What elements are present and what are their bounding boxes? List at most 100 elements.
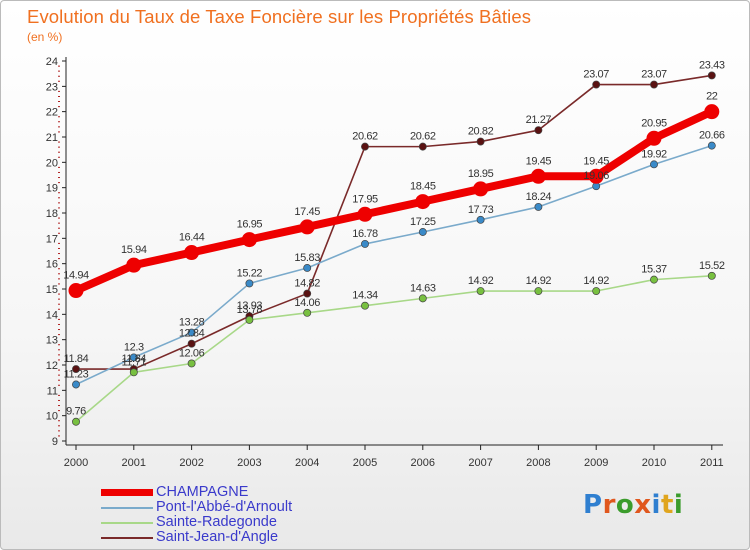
x-tick-label: 2006 <box>411 457 435 469</box>
y-tick-label: 12 <box>46 360 58 372</box>
data-label: 20.95 <box>641 117 667 129</box>
x-tick-label: 2011 <box>700 457 724 469</box>
brand-letter: P <box>583 490 603 520</box>
data-point <box>361 301 369 310</box>
data-point <box>361 239 369 248</box>
data-point <box>187 339 196 348</box>
data-point <box>592 80 601 89</box>
chart-legend: CHAMPAGNE Pont-l'Abbé-d'Arnoult Sainte-Rad… <box>101 484 361 545</box>
data-label: 17.95 <box>352 193 378 205</box>
data-point <box>129 353 138 362</box>
data-point <box>72 417 80 426</box>
data-point <box>303 264 312 272</box>
brand-logo: Proxiti <box>583 490 683 520</box>
data-label: 22 <box>706 91 718 103</box>
data-point <box>303 308 312 317</box>
data-point <box>473 181 489 197</box>
data-point <box>187 328 196 337</box>
data-label: 16.95 <box>237 219 263 231</box>
legend-swatch <box>101 522 153 524</box>
data-label: 20.62 <box>352 131 378 143</box>
data-label: 18.24 <box>526 191 552 203</box>
data-label: 15.94 <box>121 244 147 256</box>
y-tick-label: 14 <box>46 309 58 321</box>
data-label: 12.3 <box>124 341 144 353</box>
chart-unit-label: (en %) <box>27 30 63 44</box>
brand-letter: x <box>634 490 652 520</box>
data-label: 17.25 <box>410 216 436 228</box>
data-point <box>476 137 485 146</box>
legend-swatch <box>101 537 153 539</box>
y-tick-label: 24 <box>46 56 58 68</box>
data-point <box>534 202 543 211</box>
data-label: 13.28 <box>179 317 205 329</box>
data-point <box>245 279 254 288</box>
y-tick-label: 20 <box>46 157 58 169</box>
brand-letter: i <box>651 490 661 520</box>
brand-letter: r <box>602 490 616 520</box>
x-tick-label: 2004 <box>295 457 319 469</box>
x-tick-label: 2000 <box>64 457 88 469</box>
data-label: 14.06 <box>294 297 320 309</box>
data-label: 23.43 <box>699 59 725 71</box>
data-point <box>704 104 720 120</box>
data-label: 20.82 <box>468 126 494 138</box>
x-tick-label: 2002 <box>179 457 203 469</box>
y-tick-label: 22 <box>46 107 58 119</box>
legend-label: CHAMPAGNE <box>156 484 249 500</box>
data-point <box>476 215 485 224</box>
data-label: 11.23 <box>64 369 89 381</box>
data-label: 11.84 <box>121 353 146 365</box>
data-point <box>476 287 485 295</box>
data-point <box>534 287 543 295</box>
data-label: 16.78 <box>352 228 378 240</box>
x-tick-label: 2001 <box>122 457 146 469</box>
data-label: 19.45 <box>526 155 552 167</box>
data-point <box>418 228 427 236</box>
data-point <box>588 168 604 184</box>
legend-item: CHAMPAGNE <box>101 484 361 500</box>
data-label: 12.84 <box>179 328 205 340</box>
series-line <box>75 144 713 386</box>
data-point <box>299 219 315 235</box>
data-point <box>707 141 716 150</box>
data-label: 15.22 <box>237 267 263 279</box>
data-point <box>126 257 142 273</box>
y-tick-label: 16 <box>46 259 58 271</box>
legend-swatch <box>101 507 153 509</box>
data-label: 11.84 <box>64 353 89 365</box>
data-label: 13.93 <box>237 300 263 312</box>
data-label: 12.06 <box>179 347 205 359</box>
data-point <box>418 142 427 151</box>
x-tick-label: 2008 <box>526 457 550 469</box>
data-point <box>245 315 254 324</box>
data-point <box>418 294 427 303</box>
data-label: 18.45 <box>410 181 436 193</box>
data-label: 14.94 <box>63 270 89 282</box>
data-label: 19.92 <box>641 148 667 160</box>
data-label: 20.62 <box>410 131 436 143</box>
x-tick-label: 2003 <box>237 457 261 469</box>
data-label: 14.92 <box>526 275 552 287</box>
data-label: 17.45 <box>294 206 320 218</box>
data-label: 15.83 <box>294 252 320 264</box>
brand-letter: o <box>615 490 635 520</box>
data-label: 23.07 <box>583 69 609 81</box>
brand-letter: i <box>673 490 684 520</box>
x-tick-label: 2005 <box>353 457 377 469</box>
data-point <box>184 245 200 261</box>
data-point <box>646 130 662 146</box>
y-tick-label: 15 <box>46 284 58 296</box>
data-point <box>241 232 257 248</box>
data-label: 14.63 <box>410 282 436 294</box>
data-point <box>415 194 431 210</box>
legend-label: Sainte-Radegonde <box>156 514 277 530</box>
data-label: 14.92 <box>468 275 494 287</box>
x-tick-label: 2009 <box>584 457 608 469</box>
y-tick-label: 10 <box>46 411 58 423</box>
x-tick-label: 2007 <box>468 457 492 469</box>
data-label: 15.52 <box>699 260 725 272</box>
data-point <box>303 289 312 298</box>
